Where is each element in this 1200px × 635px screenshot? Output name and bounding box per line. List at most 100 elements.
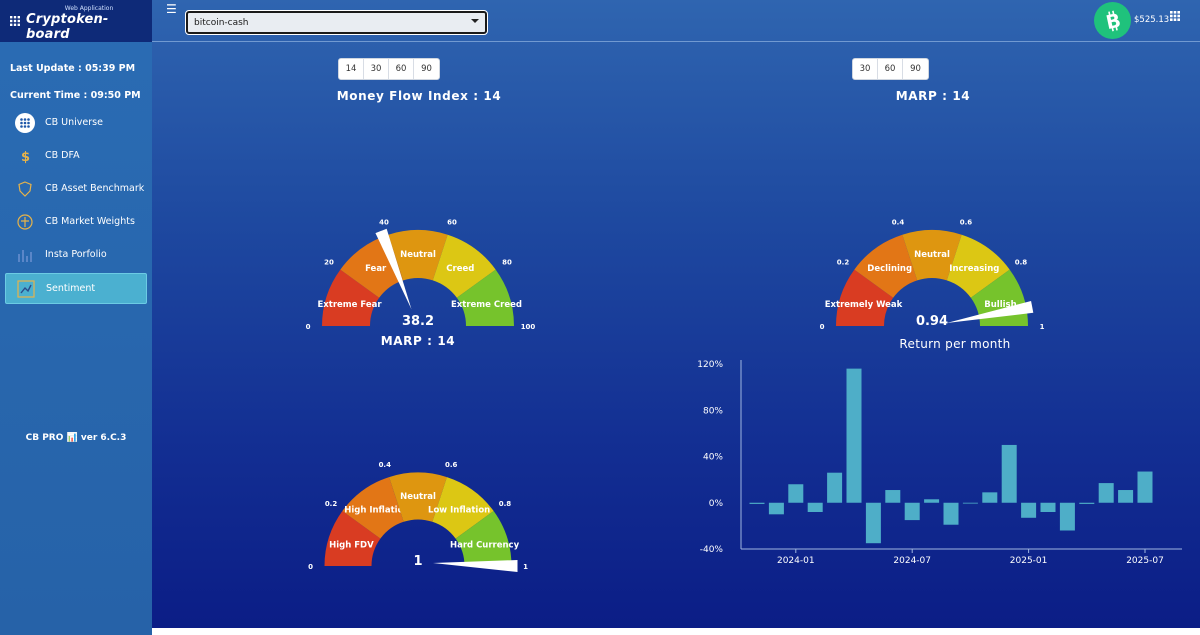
sidebar-item-label: Insta Porfolio xyxy=(45,249,107,260)
chevron-down-icon xyxy=(471,19,479,23)
gauge-segment-label: Extreme Fear xyxy=(318,300,383,310)
sentiment-icon xyxy=(16,279,36,299)
sidebar-item-sentiment[interactable]: Sentiment xyxy=(5,273,147,304)
gauge-tick-label: 60 xyxy=(447,218,457,226)
bar[interactable] xyxy=(807,502,823,512)
gauge-segment xyxy=(836,269,894,326)
coin-select[interactable]: bitcoin-cash xyxy=(185,10,488,35)
bar[interactable] xyxy=(1079,502,1095,504)
bar[interactable] xyxy=(1021,502,1037,518)
last-update: Last Update : 05:39 PM xyxy=(10,63,136,74)
gauge-segment xyxy=(455,511,512,566)
gauge-needle xyxy=(375,228,412,310)
bar[interactable] xyxy=(924,499,940,503)
period-14-button[interactable]: 14 xyxy=(339,59,364,79)
current-time: Current Time : 09:50 PM xyxy=(10,90,141,101)
gauge-segment-label: Hard Currency xyxy=(450,540,520,550)
y-tick-label: 120% xyxy=(697,360,723,370)
gauge-tick-label: 0.4 xyxy=(379,461,392,469)
gauge-needle xyxy=(946,300,1034,323)
x-tick-label: 2024-07 xyxy=(893,556,931,566)
gauge-value: 1 xyxy=(413,554,422,569)
gauge-segment xyxy=(946,234,1010,298)
x-tick-label: 2025-01 xyxy=(1010,556,1048,566)
sidebar-item-cb-market-weights[interactable]: CB Market Weights xyxy=(5,206,147,237)
bar[interactable] xyxy=(846,368,862,503)
bar[interactable] xyxy=(749,502,765,504)
gauge-segment xyxy=(322,269,380,326)
period-selector-mfi: 14 30 60 90 xyxy=(338,58,440,80)
svg-text:B: B xyxy=(1104,10,1123,32)
gauge-segment-label: Low Inflation xyxy=(428,505,490,515)
scale-icon xyxy=(15,212,35,232)
gauge-segment xyxy=(854,234,918,298)
period-30-button[interactable]: 30 xyxy=(853,59,878,79)
coin-select-value: bitcoin-cash xyxy=(194,18,249,28)
shield-icon xyxy=(15,179,35,199)
y-tick-label: -40% xyxy=(700,545,724,555)
gauge-segment xyxy=(389,472,447,522)
bar[interactable] xyxy=(788,484,804,503)
gauge-segment-label: High FDV xyxy=(329,540,374,550)
sidebar-item-cb-asset-benchmark[interactable]: CB Asset Benchmark xyxy=(5,173,147,204)
sidebar-item-label: CB Universe xyxy=(45,117,103,128)
gauge-segment-label: High Inflation xyxy=(344,505,409,515)
x-tick-label: 2025-07 xyxy=(1126,556,1164,566)
gauge-segment-label: Declining xyxy=(867,264,912,274)
sidebar-item-label: CB Asset Benchmark xyxy=(45,183,145,194)
bar[interactable] xyxy=(904,502,920,521)
sidebar-item-cb-universe[interactable]: CB Universe xyxy=(5,107,147,138)
gauge-segment-label: Creed xyxy=(446,264,474,274)
gauge-segment-label: Increasing xyxy=(949,264,999,274)
period-60-button[interactable]: 60 xyxy=(389,59,414,79)
bar[interactable] xyxy=(1040,502,1056,512)
grid-icon xyxy=(15,112,35,133)
gauge-needle xyxy=(433,560,518,572)
chart-title: Return per month xyxy=(899,337,1011,351)
main-panel: ☰ bitcoin-cash B $525.13 14 30 60 90 Mon… xyxy=(152,0,1200,628)
bar[interactable] xyxy=(865,502,881,544)
bar-chart-icon xyxy=(15,245,35,265)
period-90-button[interactable]: 90 xyxy=(910,64,921,74)
sidebar-item-insta-porfolio[interactable]: Insta Porfolio xyxy=(5,239,147,270)
gauge-tick-label: 1 xyxy=(1040,323,1045,331)
period-60-button[interactable]: 60 xyxy=(878,59,903,79)
gauge-value: 0.94 xyxy=(916,314,948,329)
gauge-segment xyxy=(324,511,381,566)
bar[interactable] xyxy=(1137,471,1153,503)
gauge-segment xyxy=(432,477,494,539)
gauge-title-mfi: Money Flow Index : 14 xyxy=(336,89,502,103)
bar[interactable] xyxy=(1001,444,1017,503)
bar[interactable] xyxy=(982,492,998,503)
apps-grid-icon[interactable] xyxy=(1170,11,1180,21)
x-tick-label: 2024-01 xyxy=(777,556,815,566)
logo-grid-icon xyxy=(10,16,20,26)
sidebar-item-cb-dfa[interactable]: $ CB DFA xyxy=(5,140,147,171)
gauge-title-marp-bottom: MARP : 14 xyxy=(380,334,456,348)
bar[interactable] xyxy=(1098,483,1114,503)
period-30-button[interactable]: 30 xyxy=(364,59,389,79)
logo[interactable]: Web Application Cryptoken-board xyxy=(0,0,152,42)
y-tick-label: 0% xyxy=(709,499,724,509)
gauge-segment-label: Fear xyxy=(365,264,387,274)
sidebar-item-label: CB Market Weights xyxy=(45,216,135,227)
gauge-tick-label: 80 xyxy=(502,258,512,266)
gauge-tick-label: 0.6 xyxy=(960,218,973,226)
menu-icon[interactable]: ☰ xyxy=(166,2,177,16)
gauge-tick-label: 0.8 xyxy=(1015,258,1028,266)
bar[interactable] xyxy=(1118,490,1134,503)
bar[interactable] xyxy=(885,490,901,503)
gauge-segment-label: Neutral xyxy=(400,250,436,260)
gauge-segment-label: Neutral xyxy=(914,250,950,260)
gauge-tick-label: 0.2 xyxy=(325,500,338,508)
gauge-tick-label: 0.4 xyxy=(892,218,905,226)
bar[interactable] xyxy=(768,502,784,515)
gauge-segment xyxy=(432,234,496,298)
y-tick-label: 80% xyxy=(703,406,723,416)
bar[interactable] xyxy=(827,472,843,503)
bar[interactable] xyxy=(962,502,978,504)
period-90-button[interactable]: 90 xyxy=(421,64,432,74)
bar[interactable] xyxy=(1059,502,1075,531)
period-selector-marp-top: 30 60 90 xyxy=(852,58,929,80)
bar[interactable] xyxy=(943,502,959,525)
